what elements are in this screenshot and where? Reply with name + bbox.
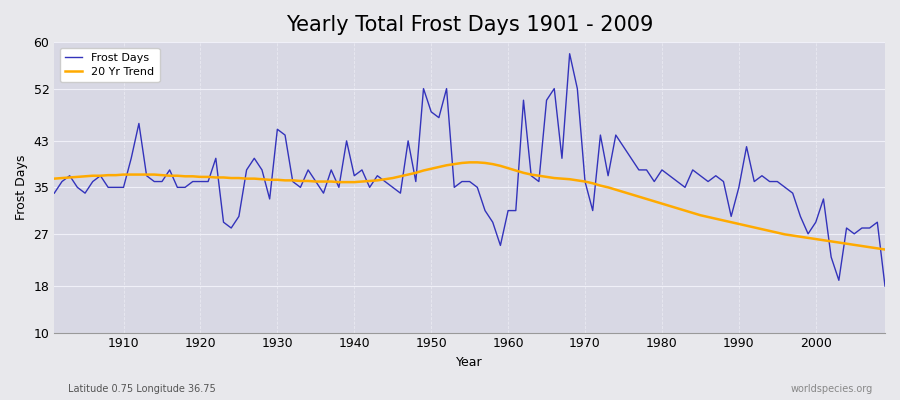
- 20 Yr Trend: [49, 176, 59, 181]
- Text: worldspecies.org: worldspecies.org: [791, 384, 873, 394]
- 20 Yr Trend: [326, 179, 337, 184]
- 20 Yr Trend: [111, 173, 122, 178]
- Frost Days: [503, 208, 514, 213]
- Title: Yearly Total Frost Days 1901 - 2009: Yearly Total Frost Days 1901 - 2009: [286, 15, 653, 35]
- Frost Days: [564, 51, 575, 56]
- Frost Days: [603, 173, 614, 178]
- Frost Days: [495, 243, 506, 248]
- 20 Yr Trend: [879, 247, 890, 252]
- Legend: Frost Days, 20 Yr Trend: Frost Days, 20 Yr Trend: [59, 48, 159, 82]
- 20 Yr Trend: [464, 160, 475, 165]
- Line: Frost Days: Frost Days: [54, 54, 885, 286]
- X-axis label: Year: Year: [456, 356, 483, 369]
- 20 Yr Trend: [603, 185, 614, 190]
- Frost Days: [326, 168, 337, 172]
- 20 Yr Trend: [503, 166, 514, 170]
- Line: 20 Yr Trend: 20 Yr Trend: [54, 162, 885, 250]
- 20 Yr Trend: [510, 168, 521, 173]
- Frost Days: [280, 133, 291, 138]
- Frost Days: [111, 185, 122, 190]
- Y-axis label: Frost Days: Frost Days: [15, 155, 28, 220]
- Text: Latitude 0.75 Longitude 36.75: Latitude 0.75 Longitude 36.75: [68, 384, 215, 394]
- 20 Yr Trend: [280, 178, 291, 183]
- Frost Days: [879, 284, 890, 288]
- Frost Days: [49, 191, 59, 196]
